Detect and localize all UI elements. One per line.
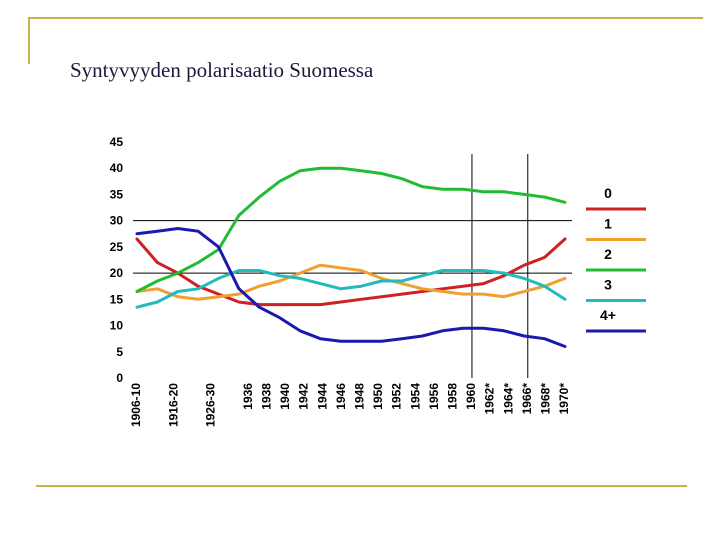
x-tick-label: 1936 (241, 383, 255, 410)
legend-label-3: 3 (604, 277, 612, 293)
x-tick-label: 1956 (427, 383, 441, 410)
bottom-decorative-rule (36, 485, 687, 487)
x-tick-label: 1940 (278, 383, 292, 410)
x-tick-label: 1960 (464, 383, 478, 410)
x-tick-label: 1962* (483, 383, 497, 415)
legend-label-4+: 4+ (600, 307, 616, 323)
x-axis: 1906-10 1916-20 1926-30 1936 1938 1940 1942 194… (129, 383, 571, 427)
x-tick-label: 1946 (334, 383, 348, 410)
grid-layer (133, 220, 572, 274)
legend-label-2: 2 (604, 246, 612, 262)
y-tick-label: 0 (116, 371, 123, 385)
x-tick-label: 1944 (315, 383, 329, 410)
left-decorative-rule (28, 17, 30, 64)
series-layer (135, 166, 567, 348)
series-line-4+ (135, 227, 567, 348)
y-tick-label: 5 (116, 345, 123, 359)
x-tick-label: 1958 (446, 383, 460, 410)
series-line-3 (135, 269, 567, 309)
slide-title: Syntyvyyden polarisaatio Suomessa (70, 58, 374, 82)
series-line-0 (135, 237, 567, 307)
x-tick-label: 1954 (408, 383, 422, 410)
y-tick-label: 35 (110, 187, 124, 201)
x-tick-label: 1952 (390, 383, 404, 410)
x-tick-label: 1926-30 (204, 383, 218, 427)
y-tick-label: 20 (110, 266, 124, 280)
y-tick-label: 25 (110, 240, 124, 254)
legend-label-0: 0 (604, 185, 612, 201)
y-tick-label: 45 (110, 135, 124, 149)
y-axis: 0 5 10 15 20 25 30 35 40 45 (110, 135, 124, 385)
x-tick-label: 1970* (557, 383, 571, 415)
series-line-1 (135, 263, 567, 301)
y-tick-label: 30 (110, 214, 124, 228)
legend: 0 1 2 3 4+ (586, 185, 646, 333)
legend-label-1: 1 (604, 216, 612, 232)
x-tick-label: 1950 (371, 383, 385, 410)
y-tick-label: 15 (110, 292, 124, 306)
series-line-2 (135, 166, 567, 293)
x-tick-label: 1966* (520, 383, 534, 415)
x-tick-label: 1942 (297, 383, 311, 410)
x-tick-label: 1964* (501, 383, 515, 415)
x-tick-label: 1948 (352, 383, 366, 410)
top-decorative-rule (28, 17, 703, 19)
x-tick-label: 1906-10 (129, 383, 143, 427)
y-tick-label: 40 (110, 161, 124, 175)
y-tick-label: 10 (110, 319, 124, 333)
x-tick-label: 1938 (259, 383, 273, 410)
x-tick-label: 1968* (539, 383, 553, 415)
x-tick-label: 1916-20 (166, 383, 180, 427)
